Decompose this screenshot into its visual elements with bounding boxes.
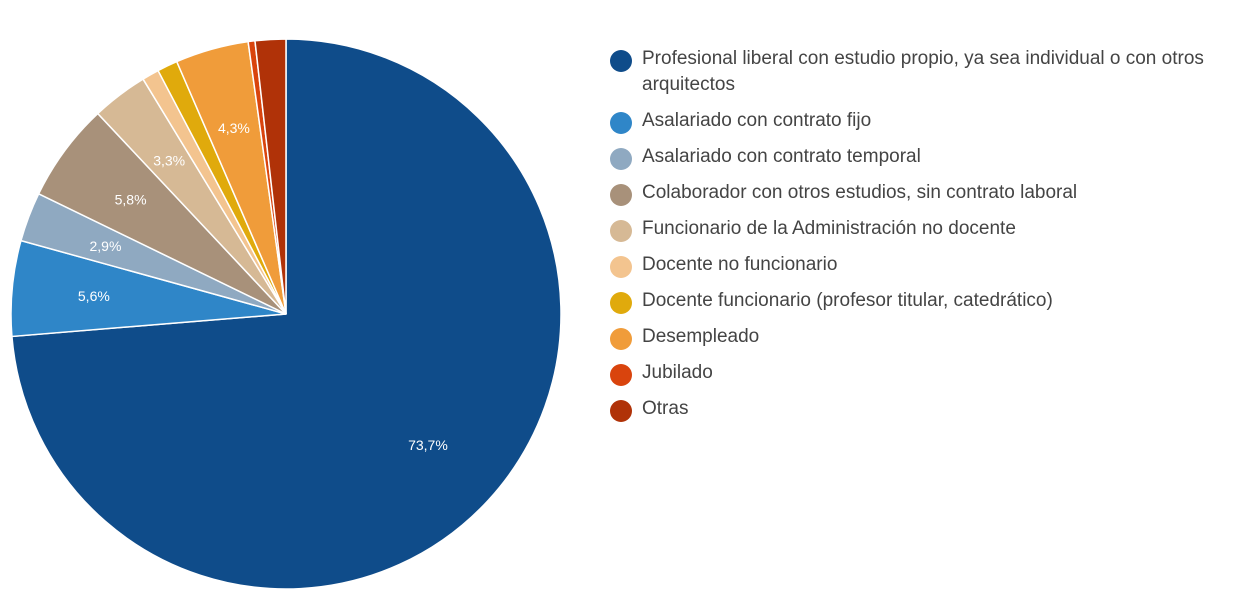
slice-label-1: 73,7% bbox=[408, 437, 448, 453]
legend-swatch-8 bbox=[610, 328, 632, 350]
legend-swatch-1 bbox=[610, 50, 632, 72]
slice-label-4: 5,8% bbox=[115, 192, 147, 208]
pie-slice-10[interactable] bbox=[254, 38, 287, 315]
slice-label-3: 2,9% bbox=[89, 238, 121, 254]
legend-label-2: Asalariado con contrato fijo bbox=[642, 110, 872, 131]
legend-item-4[interactable]: Colaborador con otros estudios, sin cont… bbox=[608, 180, 1228, 206]
legend-item-1[interactable]: Profesional liberal con estudio propio, … bbox=[608, 46, 1228, 98]
slice-label-8: 4,3% bbox=[218, 120, 250, 136]
legend-swatch-3 bbox=[610, 148, 632, 170]
legend-swatch-5 bbox=[610, 220, 632, 242]
legend-item-8[interactable]: Desempleado bbox=[608, 324, 1228, 350]
legend-label-7: Docente funcionario (profesor titular, c… bbox=[642, 290, 1053, 311]
slice-label-5: 3,3% bbox=[153, 152, 185, 168]
legend-item-9[interactable]: Jubilado bbox=[608, 360, 1228, 386]
legend-label-4: Colaborador con otros estudios, sin cont… bbox=[642, 182, 1078, 203]
legend-label-5: Funcionario de la Administración no doce… bbox=[642, 218, 1016, 239]
legend-label-10: Otras bbox=[642, 398, 689, 419]
legend-item-10[interactable]: Otras bbox=[608, 396, 1228, 422]
legend: Profesional liberal con estudio propio, … bbox=[608, 46, 1228, 432]
legend-swatch-7 bbox=[610, 292, 632, 314]
legend-label-8: Desempleado bbox=[642, 326, 760, 347]
legend-label-9: Jubilado bbox=[642, 362, 713, 383]
legend-label-1: Profesional liberal con estudio propio, … bbox=[642, 48, 1204, 95]
legend-item-2[interactable]: Asalariado con contrato fijo bbox=[608, 108, 1228, 134]
legend-item-3[interactable]: Asalariado con contrato temporal bbox=[608, 144, 1228, 170]
legend-swatch-6 bbox=[610, 256, 632, 278]
legend-label-6: Docente no funcionario bbox=[642, 254, 838, 275]
slice-label-2: 5,6% bbox=[78, 288, 110, 304]
legend-item-5[interactable]: Funcionario de la Administración no doce… bbox=[608, 216, 1228, 242]
legend-swatch-4 bbox=[610, 184, 632, 206]
legend-swatch-9 bbox=[610, 364, 632, 386]
legend-item-7[interactable]: Docente funcionario (profesor titular, c… bbox=[608, 288, 1228, 314]
legend-label-3: Asalariado con contrato temporal bbox=[642, 146, 921, 167]
legend-item-6[interactable]: Docente no funcionario bbox=[608, 252, 1228, 278]
legend-swatch-10 bbox=[610, 400, 632, 422]
legend-swatch-2 bbox=[610, 112, 632, 134]
